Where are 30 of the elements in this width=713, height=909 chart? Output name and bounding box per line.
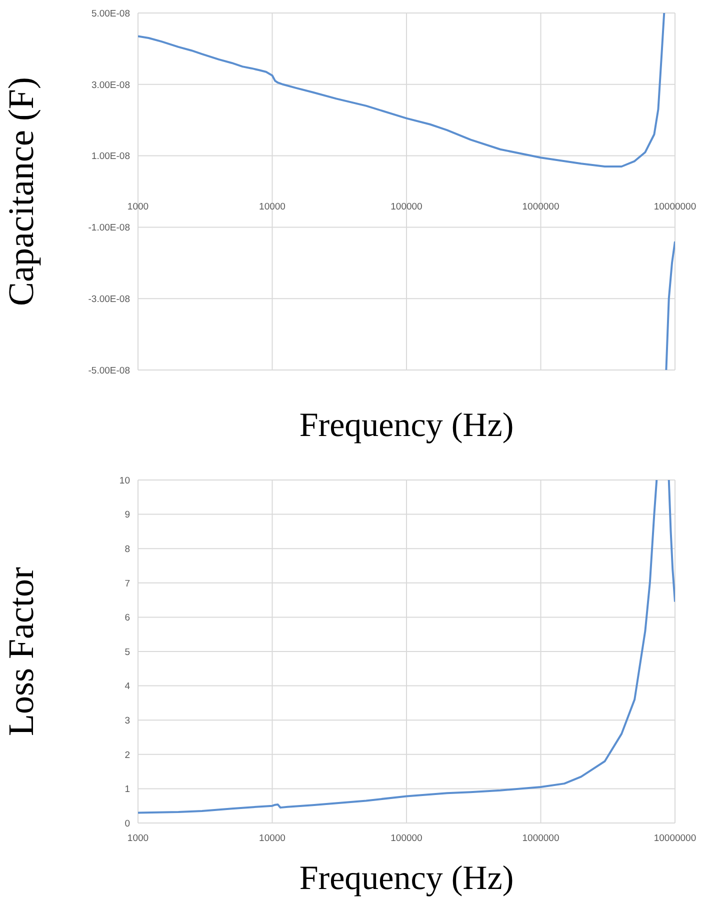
y-tick-label: -3.00E-08 xyxy=(88,294,130,305)
y-tick-label: 2 xyxy=(124,750,130,761)
y-tick-label: -1.00E-08 xyxy=(88,222,130,234)
y-tick-label: 9 xyxy=(124,510,130,521)
y-tick-label: 7 xyxy=(124,578,130,590)
y-tick-label: 3 xyxy=(124,715,130,726)
x-tick-label: 1000 xyxy=(127,833,149,844)
y-tick-label: 0 xyxy=(124,818,130,830)
x-tick-label: 10000 xyxy=(259,833,286,844)
x-tick-label: 10000 xyxy=(259,202,286,212)
y-tick-label: 4 xyxy=(124,681,130,692)
y-tick-label: 1.00E-08 xyxy=(91,151,130,162)
y-tick-label: 10 xyxy=(119,475,130,486)
y-tick-label: 5.00E-08 xyxy=(91,8,130,20)
y-tick-label: 8 xyxy=(124,544,130,555)
y-tick-label: 1 xyxy=(124,784,130,796)
x-tick-label: 100000 xyxy=(390,833,422,844)
x-tick-label: 1000000 xyxy=(522,202,560,212)
y-axis-title: Loss Factor xyxy=(0,567,41,736)
x-tick-label: 100000 xyxy=(390,202,422,212)
x-tick-label: 1000 xyxy=(127,202,149,212)
x-tick-label: 1000000 xyxy=(522,833,560,844)
x-tick-label: 10000000 xyxy=(654,202,696,212)
y-tick-label: 5 xyxy=(124,646,130,658)
y-tick-label: 6 xyxy=(124,612,130,624)
y-tick-label: 3.00E-08 xyxy=(91,80,130,91)
x-axis-title: Frequency (Hz) xyxy=(299,860,514,897)
x-axis-title: Frequency (Hz) xyxy=(299,407,514,444)
x-tick-label: 10000000 xyxy=(654,833,696,844)
y-tick-label: -5.00E-08 xyxy=(88,365,130,376)
